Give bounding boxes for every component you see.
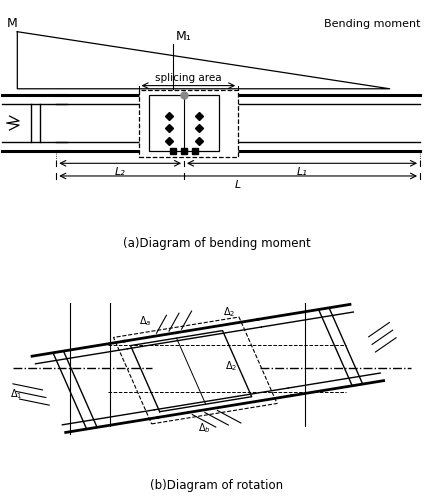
Text: L₂: L₂ bbox=[115, 167, 126, 177]
Text: M₁: M₁ bbox=[175, 30, 191, 43]
Text: $\Delta_b$: $\Delta_b$ bbox=[198, 421, 210, 434]
Text: L: L bbox=[235, 180, 241, 190]
Text: (a)Diagram of bending moment: (a)Diagram of bending moment bbox=[123, 238, 310, 250]
Bar bbox=[139, 90, 238, 157]
Text: $\Delta_1$: $\Delta_1$ bbox=[10, 387, 22, 400]
Text: (b)Diagram of rotation: (b)Diagram of rotation bbox=[150, 479, 283, 492]
Text: splicing area: splicing area bbox=[155, 73, 222, 83]
Text: $\Delta_2$: $\Delta_2$ bbox=[223, 306, 235, 319]
Text: $\Delta_a$: $\Delta_a$ bbox=[139, 314, 152, 328]
Text: L₁: L₁ bbox=[297, 167, 307, 177]
Text: M: M bbox=[6, 17, 17, 30]
Text: $\Delta_2$: $\Delta_2$ bbox=[225, 359, 237, 372]
Bar bbox=[149, 96, 219, 150]
Text: Bending moment: Bending moment bbox=[323, 18, 420, 28]
